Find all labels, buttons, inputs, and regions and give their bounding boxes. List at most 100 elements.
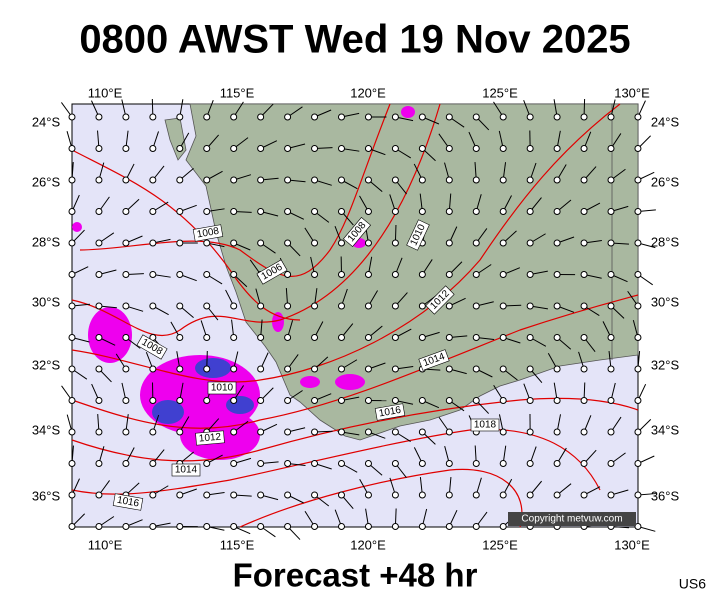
station	[445, 491, 453, 499]
station	[311, 113, 319, 121]
station	[176, 113, 184, 121]
isobar-label: 1014	[175, 465, 198, 476]
station	[391, 113, 399, 121]
station	[553, 145, 561, 152]
station	[445, 271, 453, 278]
station	[284, 302, 292, 310]
station	[445, 428, 453, 436]
station	[68, 491, 76, 499]
station	[499, 491, 507, 499]
station	[607, 365, 615, 373]
station	[526, 113, 534, 121]
isobar-label-bg	[406, 219, 430, 251]
heavy-precipitation	[152, 358, 254, 424]
station	[230, 208, 238, 215]
lon-label: 125°E	[482, 537, 518, 552]
station	[499, 271, 507, 278]
lat-label: 34°S	[32, 422, 61, 437]
station	[418, 176, 426, 184]
station	[284, 365, 292, 373]
station	[499, 334, 507, 341]
station	[176, 491, 184, 499]
station	[176, 365, 184, 373]
station	[580, 491, 588, 499]
station	[203, 145, 211, 152]
station	[580, 176, 588, 184]
station	[338, 208, 345, 215]
isobar-label-bg	[192, 224, 224, 242]
station	[257, 428, 265, 436]
isobar-label-bg	[418, 349, 450, 371]
lon-label: 110°E	[88, 537, 123, 552]
station	[203, 491, 211, 499]
station	[634, 460, 642, 467]
station	[68, 113, 76, 121]
station	[284, 523, 292, 530]
station	[364, 491, 372, 499]
station	[149, 491, 157, 499]
station	[203, 271, 211, 278]
station	[364, 145, 372, 152]
station	[203, 208, 211, 215]
station	[553, 428, 561, 436]
station	[499, 302, 507, 310]
lon-label: 125°E	[482, 85, 518, 100]
station	[203, 365, 211, 373]
station	[176, 145, 184, 152]
station	[95, 397, 103, 404]
station	[553, 460, 561, 467]
station	[68, 334, 76, 341]
station	[122, 365, 130, 373]
station	[526, 208, 534, 215]
station	[364, 334, 372, 341]
lat-label: 28°S	[651, 234, 680, 249]
lat-label: 24°S	[32, 114, 61, 129]
station	[634, 239, 642, 247]
lon-label: 130°E	[614, 537, 650, 552]
lat-label: 28°S	[32, 234, 61, 249]
station	[418, 208, 426, 215]
station	[149, 523, 157, 530]
station	[338, 365, 345, 373]
station	[526, 334, 534, 341]
station	[122, 428, 130, 436]
station	[338, 176, 345, 184]
station	[553, 302, 561, 310]
station	[311, 460, 319, 467]
station	[338, 523, 345, 530]
station	[580, 460, 588, 467]
station	[230, 491, 238, 499]
station	[95, 302, 103, 310]
station	[122, 397, 130, 404]
station	[122, 271, 130, 278]
station	[391, 365, 399, 373]
station	[338, 145, 345, 152]
station	[203, 239, 211, 247]
station	[526, 302, 534, 310]
station	[499, 397, 507, 404]
isobar-label: 1016	[378, 405, 402, 420]
station	[553, 334, 561, 341]
station	[634, 271, 642, 278]
copyright: Copyright metvuw.com	[521, 514, 622, 525]
station	[176, 302, 184, 310]
station	[445, 460, 453, 467]
station	[176, 397, 184, 404]
station	[95, 176, 103, 184]
station	[472, 113, 480, 121]
station	[553, 271, 561, 278]
station	[95, 491, 103, 499]
lon-label: 120°E	[350, 537, 386, 552]
station	[418, 428, 426, 436]
station	[230, 145, 238, 152]
station	[95, 113, 103, 121]
station	[203, 176, 211, 184]
station	[122, 113, 130, 121]
station	[230, 271, 238, 278]
station	[203, 113, 211, 121]
station	[418, 271, 426, 278]
station	[68, 302, 76, 310]
station	[580, 334, 588, 341]
station	[149, 302, 157, 310]
station	[634, 208, 642, 215]
